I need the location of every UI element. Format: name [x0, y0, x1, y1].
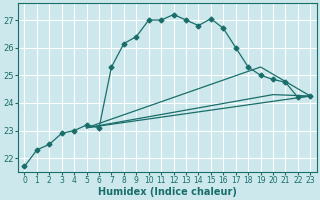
X-axis label: Humidex (Indice chaleur): Humidex (Indice chaleur) [98, 187, 237, 197]
